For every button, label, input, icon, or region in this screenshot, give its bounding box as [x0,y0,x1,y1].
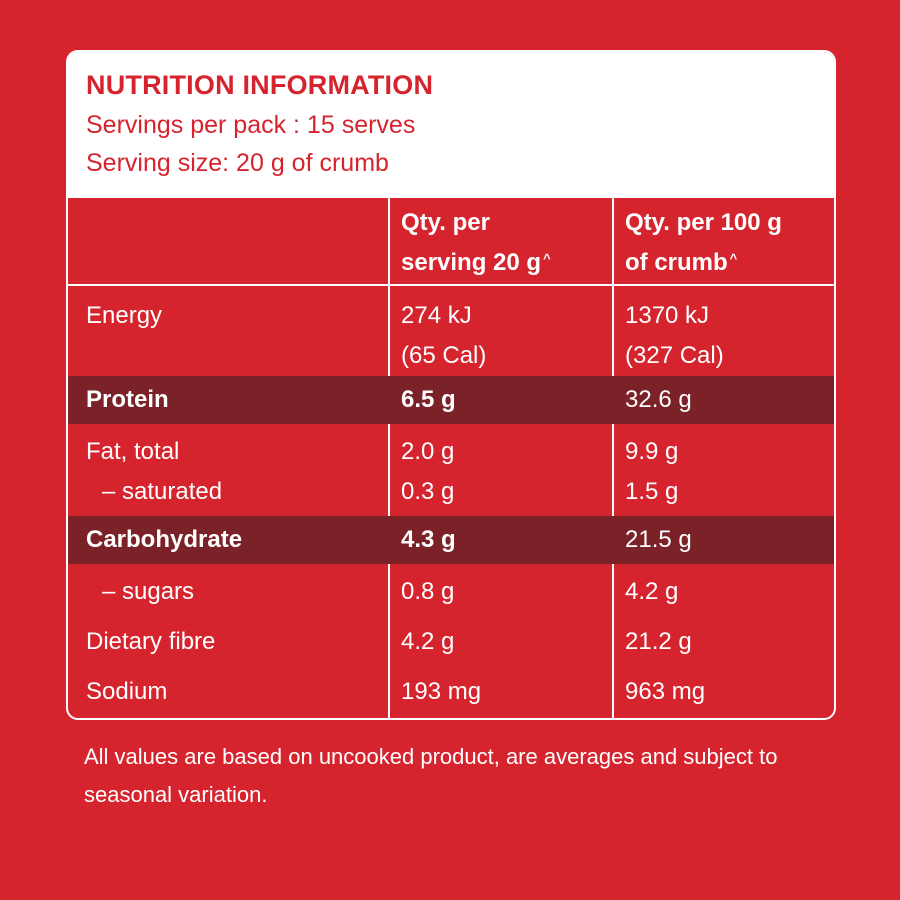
sugars-label: – sugars [102,578,195,605]
serving-size: Serving size: 20 g of crumb [86,149,389,177]
table-row-protein: Protein 6.5 g 32.6 g [68,376,834,424]
column-divider [388,198,390,718]
protein-label: Protein [86,386,169,413]
column-divider [612,198,614,718]
energy-per100-kj: 1370 kJ [625,302,710,329]
energy-per100-cal: (327 Cal) [625,342,724,369]
table-header-row: Qty. per serving 20 g ^ Qty. per 100 g of… [68,198,834,284]
energy-serving: 274 kJ (65 Cal) [401,296,611,376]
caret-mark: ^ [543,251,551,266]
table-row-energy: Energy 274 kJ (65 Cal) 1370 kJ (327 Cal) [68,296,834,376]
header-per-100g: Qty. per 100 g of crumb ^ [625,198,834,284]
panel-title: NUTRITION INFORMATION [86,70,434,100]
caret-mark: ^ [729,251,738,266]
fibre-serving: 4.2 g [401,628,455,655]
table-row-saturated: – saturated 0.3 g 1.5 g [68,472,834,512]
sodium-label: Sodium [86,678,168,705]
carbohydrate-serving: 4.3 g [401,526,456,553]
saturated-label: – saturated [102,478,223,505]
saturated-per100: 1.5 g [625,478,679,505]
protein-serving: 6.5 g [401,386,456,413]
carbohydrate-label: Carbohydrate [86,526,243,553]
header-divider [68,284,834,286]
fat-total-per100: 9.9 g [625,438,679,465]
header-per-100g-line2: of crumb [625,249,728,276]
header-per-serving-line2: serving 20 g [401,249,542,276]
energy-per100: 1370 kJ (327 Cal) [625,296,834,376]
saturated-serving: 0.3 g [401,478,455,505]
table-row-fibre: Dietary fibre 4.2 g 21.2 g [68,622,834,662]
energy-label: Energy [86,302,163,329]
sugars-serving: 0.8 g [401,578,455,605]
footnote: All values are based on uncooked product… [84,744,778,807]
fat-total-serving: 2.0 g [401,438,455,465]
carbohydrate-per100: 21.5 g [625,526,692,553]
header-per-100g-line1: Qty. per 100 g [625,209,782,236]
header-empty-cell [86,198,376,204]
header-per-serving-line1: Qty. per [401,209,490,236]
panel-header: NUTRITION INFORMATION Servings per pack … [68,52,834,198]
fibre-label: Dietary fibre [86,628,216,655]
fibre-per100: 21.2 g [625,628,692,655]
header-per-serving: Qty. per serving 20 g ^ [401,198,611,284]
sodium-per100: 963 mg [625,678,706,705]
table-row-carbohydrate: Carbohydrate 4.3 g 21.5 g [68,516,834,564]
energy-serving-kj: 274 kJ [401,302,472,329]
sugars-per100: 4.2 g [625,578,679,605]
nutrition-panel: NUTRITION INFORMATION Servings per pack … [66,50,836,720]
table-row-sodium: Sodium 193 mg 963 mg [68,672,834,712]
protein-per100: 32.6 g [625,386,692,413]
table-row-fat-total: Fat, total 2.0 g 9.9 g [68,432,834,472]
sodium-serving: 193 mg [401,678,482,705]
energy-serving-cal: (65 Cal) [401,342,487,369]
servings-per-pack: Servings per pack : 15 serves [86,111,416,139]
table-row-sugars: – sugars 0.8 g 4.2 g [68,572,834,612]
fat-total-label: Fat, total [86,438,180,465]
